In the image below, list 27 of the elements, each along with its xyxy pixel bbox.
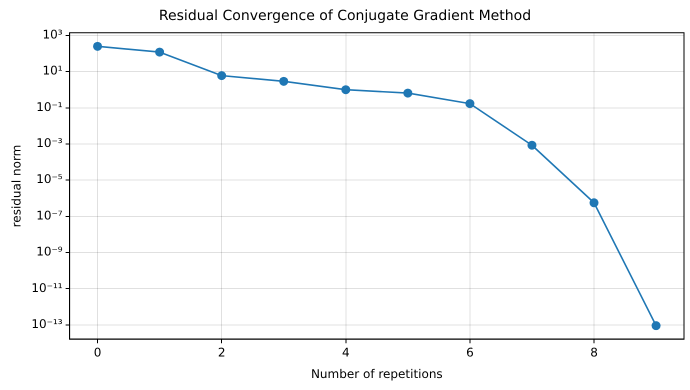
y-tick-label: 10⁻⁵	[36, 172, 63, 186]
point	[652, 321, 661, 330]
x-tick-label: 4	[342, 346, 350, 360]
point	[341, 85, 350, 94]
y-tick-label: 10⁻⁹	[36, 244, 63, 259]
point	[527, 140, 536, 150]
x-tick-label: 8	[590, 346, 598, 360]
y-tick-label: 10⁻¹³	[31, 316, 63, 331]
y-tick-label: 10¹	[42, 64, 63, 78]
point	[155, 48, 164, 57]
y-tick-label: 10⁻¹¹	[31, 280, 63, 295]
point	[217, 71, 226, 80]
x-tick-label: 0	[94, 346, 102, 360]
y-tick-label: 10³	[42, 28, 63, 42]
point	[403, 88, 412, 98]
point	[465, 99, 474, 108]
y-tick-label: 10⁻⁷	[36, 208, 63, 222]
point	[279, 76, 288, 86]
point	[93, 42, 102, 51]
point	[590, 198, 599, 208]
y-tick-label: 10⁻³	[36, 136, 63, 150]
y-tick-label: 10⁻¹	[36, 100, 63, 114]
x-tick-label: 2	[218, 346, 226, 360]
chart-title: Residual Convergence of Conjugate Gradient Method	[158, 8, 532, 24]
x-axis-title: Number of repetitions	[310, 366, 443, 381]
y-axis-title: residual norm	[9, 144, 24, 228]
x-tick-label: 6	[466, 346, 474, 360]
